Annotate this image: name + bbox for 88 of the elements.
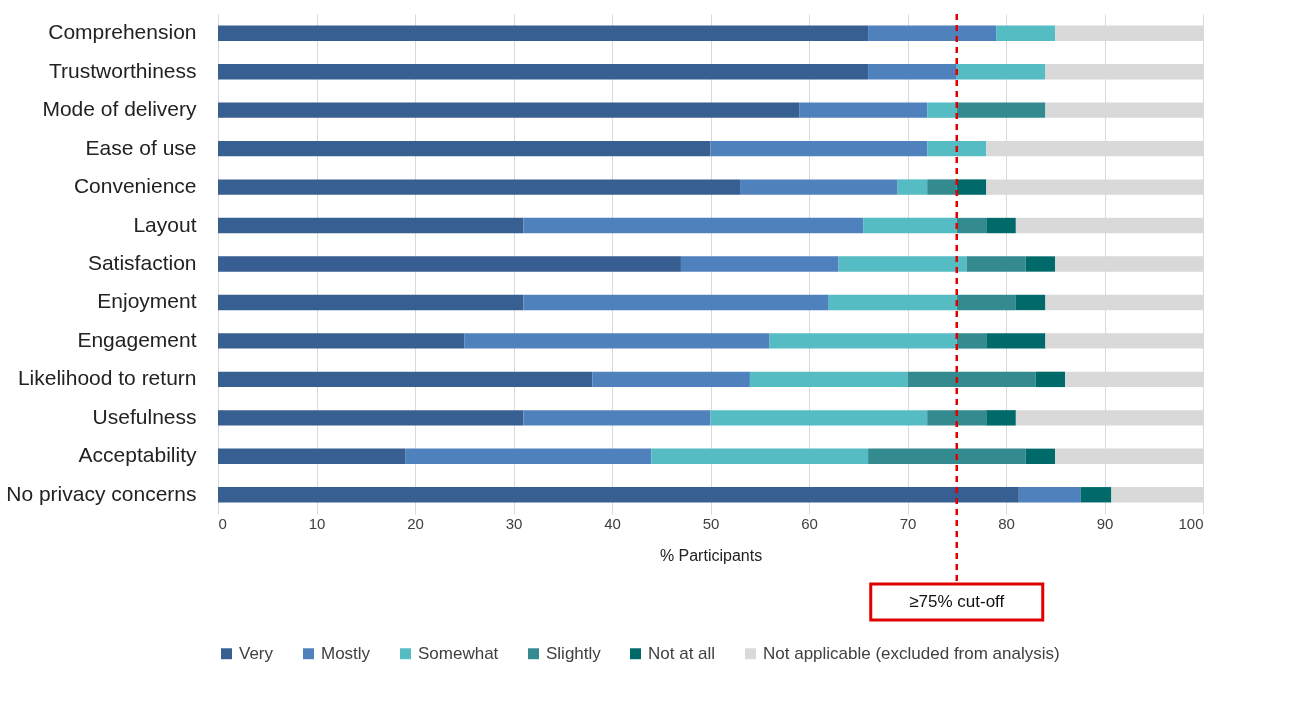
y-tick-label: Satisfaction — [87, 251, 197, 274]
bar — [523, 217, 864, 234]
legend-label: Mostly — [321, 643, 371, 663]
ref-line-label: ≥75% cut-off — [909, 592, 1005, 611]
bar — [464, 333, 770, 349]
y-tick-label: Likelihood to return — [17, 366, 197, 390]
bar — [956, 217, 987, 234]
bar — [1025, 448, 1056, 464]
x-tick-label: 80 — [998, 514, 1015, 532]
y-tick-label: Acceptability — [78, 443, 197, 467]
bar — [769, 333, 957, 349]
bar — [749, 371, 908, 388]
bar — [897, 179, 928, 195]
bar — [956, 294, 1016, 311]
legend-label: Somewhat — [418, 643, 499, 663]
legend-label: Not at all — [648, 643, 716, 663]
bar — [1080, 487, 1112, 503]
bar — [863, 217, 957, 234]
bar — [218, 410, 524, 426]
legend-label: Slightly — [546, 643, 602, 663]
bar — [966, 256, 1026, 272]
bar — [710, 140, 928, 157]
bar — [218, 487, 1019, 503]
x-tick-label: 60 — [801, 514, 818, 532]
bar — [218, 448, 406, 464]
bar — [1025, 256, 1056, 272]
bar — [986, 333, 1046, 349]
bar — [868, 64, 957, 80]
bar — [1018, 487, 1081, 503]
bar — [868, 25, 997, 41]
y-tick-label: No privacy concerns — [6, 481, 197, 505]
x-axis-title: % Participants — [659, 546, 763, 564]
x-tick-label: 90 — [1096, 514, 1114, 532]
y-tick-label: Ease of use — [85, 135, 197, 159]
x-tick-label: 40 — [604, 514, 621, 532]
bar — [927, 179, 957, 195]
bar — [956, 333, 987, 349]
legend-label: Very — [239, 643, 274, 663]
bar — [523, 294, 829, 311]
x-tick-label: 20 — [407, 514, 424, 532]
bar — [838, 256, 967, 272]
bar — [218, 179, 741, 195]
bar — [218, 256, 681, 272]
bar — [523, 410, 711, 426]
bar — [956, 64, 1046, 80]
bar — [592, 371, 750, 388]
x-tick-label: 0 — [218, 514, 227, 532]
y-tick-label: Trustworthiness — [49, 58, 197, 82]
bar — [1015, 294, 1046, 311]
bar — [218, 371, 593, 388]
bar — [218, 25, 869, 41]
bar — [986, 410, 1016, 426]
bar — [927, 140, 987, 157]
bar — [218, 217, 524, 234]
y-tick-label: Mode of delivery — [42, 97, 197, 121]
bar — [996, 25, 1056, 41]
bar — [986, 217, 1016, 234]
y-tick-label: Usefulness — [92, 404, 197, 428]
bar — [218, 140, 711, 157]
y-tick-label: Enjoyment — [97, 289, 197, 313]
bar — [927, 102, 957, 118]
bar — [710, 410, 928, 426]
x-tick-label: 50 — [702, 514, 720, 532]
bar — [218, 64, 869, 80]
x-tick-label: 10 — [308, 514, 326, 532]
bar — [651, 448, 869, 464]
bar — [799, 102, 928, 118]
bar — [218, 294, 524, 311]
y-tick-label: Engagement — [77, 327, 197, 351]
bar — [907, 371, 1036, 388]
bar — [868, 448, 1026, 464]
bar — [956, 102, 1046, 118]
bar — [956, 179, 987, 195]
y-tick-label: Convenience — [73, 174, 197, 198]
x-tick-label: 70 — [899, 514, 917, 532]
x-tick-label: 30 — [505, 514, 523, 532]
bar — [405, 448, 652, 464]
bar — [828, 294, 957, 311]
legend-label: Not applicable (excluded from analysis) — [763, 643, 1060, 663]
x-tick-label: 100 — [1178, 514, 1204, 532]
y-tick-label: Comprehension — [48, 20, 197, 44]
bar — [680, 256, 839, 272]
bar — [740, 179, 898, 195]
bar — [927, 410, 987, 426]
bar — [218, 102, 800, 118]
bar — [218, 333, 465, 349]
y-tick-label: Layout — [133, 212, 197, 236]
bar — [1035, 371, 1066, 388]
